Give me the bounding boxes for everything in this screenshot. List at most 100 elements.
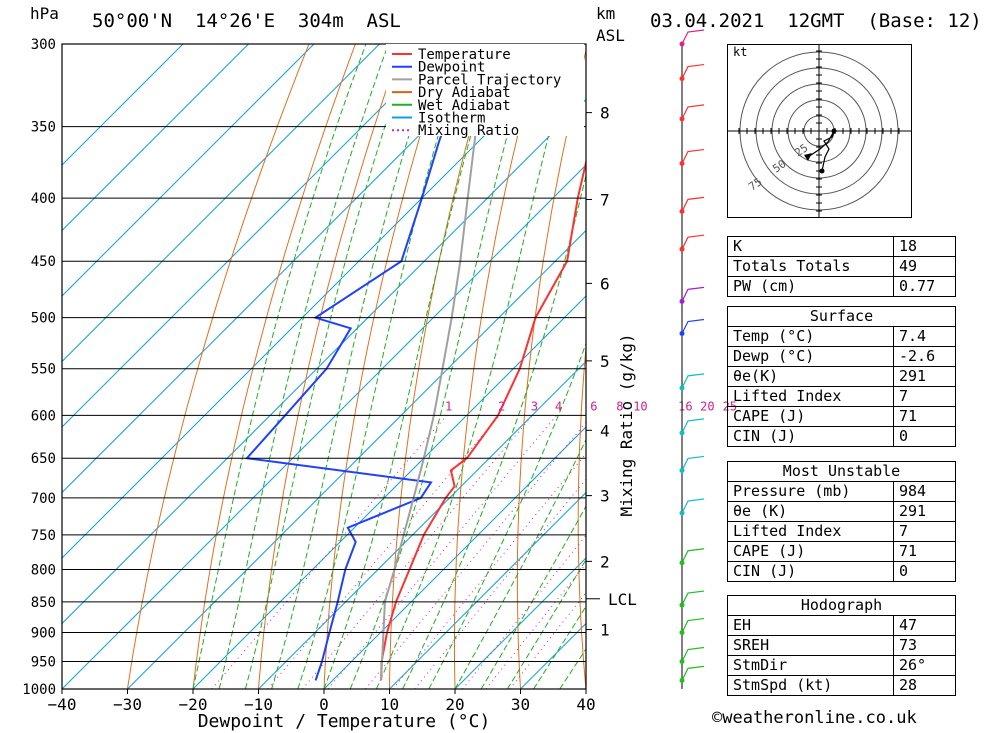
- isotherm-line: [258, 360, 586, 689]
- wind-barb: [681, 104, 705, 120]
- mixing-ratio-axis-label: Mixing Ratio (g/kg): [617, 333, 636, 516]
- wind-barb: [681, 148, 705, 164]
- x-tick-label: −10: [244, 695, 273, 714]
- height-tick-label: 1: [600, 621, 610, 640]
- x-tick-label: 40: [576, 695, 595, 714]
- x-tick-label: 20: [445, 695, 464, 714]
- wind-barb: [681, 646, 705, 662]
- isotherm-line: [323, 426, 586, 689]
- pressure-tick-label: 950: [31, 655, 56, 671]
- height-tick-label: 3: [600, 487, 610, 506]
- isotherm-line: [62, 44, 315, 297]
- x-tick-label: 30: [511, 695, 530, 714]
- hodo-label: StmSpd (kt): [727, 675, 894, 696]
- indices-table: K 18 Totals Totals 49 PW (cm) 0.77: [727, 236, 956, 297]
- index-row: K 18: [727, 236, 956, 257]
- wind-barb: [681, 548, 705, 563]
- surface-value: 71: [893, 406, 956, 427]
- height-tick-label: 5: [600, 352, 610, 371]
- mu-label: CAPE (J): [727, 541, 894, 562]
- height-tick-label: 4: [600, 421, 610, 440]
- datetime-title: 03.04.2021 12GMT (Base: 12): [650, 10, 982, 32]
- mu-value: 0: [893, 561, 956, 582]
- legend-label: Mixing Ratio: [418, 123, 519, 139]
- wind-barb: [681, 63, 705, 79]
- mu-row: Pressure (mb) 984: [727, 481, 956, 502]
- pressure-tick-label: 550: [31, 362, 56, 378]
- wet-adiabat-line: [218, 44, 389, 689]
- index-value: 49: [893, 256, 956, 277]
- mu-row: CAPE (J) 71: [727, 541, 956, 562]
- wind-barb: [681, 29, 705, 45]
- hodograph-stats-table: Hodograph EH 47 SREH 73 StmDir 26° StmSpd (…: [727, 595, 956, 696]
- mixing-ratio-line: [327, 414, 557, 689]
- isotherm-line: [62, 98, 586, 625]
- km-label: km: [596, 4, 616, 23]
- wet-adiabat-line: [297, 44, 467, 689]
- legend-label: Dry Adiabat: [418, 85, 511, 101]
- mixing-ratio-label: 10: [633, 399, 647, 413]
- pressure-tick-label: 350: [31, 120, 56, 136]
- surface-label: θe(K): [727, 366, 894, 387]
- legend-label: Temperature: [418, 47, 511, 63]
- surface-row: Temp (°C) 7.4: [727, 326, 956, 347]
- mu-label: Lifted Index: [727, 521, 894, 542]
- wet-adiabat-line: [349, 44, 533, 689]
- index-value: 0.77: [893, 276, 956, 297]
- pressure-tick-label: 1000: [22, 682, 56, 698]
- x-tick-label: 10: [380, 695, 399, 714]
- hodo-row: EH 47: [727, 615, 956, 636]
- isotherm-line: [454, 557, 586, 689]
- pressure-tick-label: 300: [31, 37, 56, 53]
- height-tick-label: 7: [600, 190, 610, 209]
- mu-row: CIN (J) 0: [727, 561, 956, 582]
- mu-row: Lifted Index 7: [727, 521, 956, 542]
- surface-value: -2.6: [893, 346, 956, 367]
- pressure-tick-label: 500: [31, 311, 56, 327]
- surface-row: Dewp (°C) -2.6: [727, 346, 956, 367]
- surface-label: Temp (°C): [727, 326, 894, 347]
- hodo-label: StmDir: [727, 655, 894, 676]
- wind-barb: [681, 418, 705, 434]
- dewpoint-line: [244, 44, 460, 681]
- wet-adiabat-line: [506, 558, 586, 689]
- wind-barb: [681, 234, 705, 250]
- asl-label: ASL: [596, 26, 625, 45]
- surface-label: Dewp (°C): [727, 346, 894, 367]
- mu-value: 291: [893, 501, 956, 522]
- mu-label: Pressure (mb): [727, 481, 894, 502]
- height-tick-label: 6: [600, 274, 610, 293]
- wind-barb: [681, 617, 705, 633]
- dry-adiabat-line: [957, 44, 1000, 689]
- wind-barb: [681, 590, 705, 606]
- mixing-ratio-line: [211, 414, 448, 689]
- surface-table: Surface Temp (°C) 7.4 Dewp (°C) -2.6 θe(K)…: [727, 306, 956, 447]
- pressure-tick-label: 450: [31, 254, 56, 270]
- temperature-line: [380, 158, 586, 681]
- x-tick-label: −30: [113, 695, 142, 714]
- mixing-ratio-label: 20: [700, 399, 714, 413]
- pressure-tick-label: 700: [31, 491, 56, 507]
- height-tick-label: 2: [600, 552, 610, 571]
- wind-barb: [681, 373, 705, 389]
- credit-link[interactable]: ©weatheronline.co.uk: [712, 708, 917, 728]
- mixing-ratio-label: 2: [498, 399, 505, 413]
- surface-row: CIN (J) 0: [727, 426, 956, 447]
- isotherm-line: [62, 44, 511, 494]
- parcel-trajectory-line: [380, 44, 489, 681]
- isotherm-line: [389, 491, 586, 689]
- surface-label: CIN (J): [727, 426, 894, 447]
- wet-adiabat-line: [402, 173, 586, 689]
- storm-motion-arrow: [804, 153, 812, 161]
- hodograph-point: [819, 168, 825, 174]
- most-unstable-title: Most Unstable: [727, 461, 956, 482]
- isotherm-line: [62, 44, 446, 428]
- hodograph: kt 25 50 75: [727, 44, 912, 218]
- dry-adiabat-line: [637, 44, 680, 689]
- legend-box: [386, 44, 584, 136]
- x-tick-label: −40: [48, 695, 77, 714]
- mu-value: 984: [893, 481, 956, 502]
